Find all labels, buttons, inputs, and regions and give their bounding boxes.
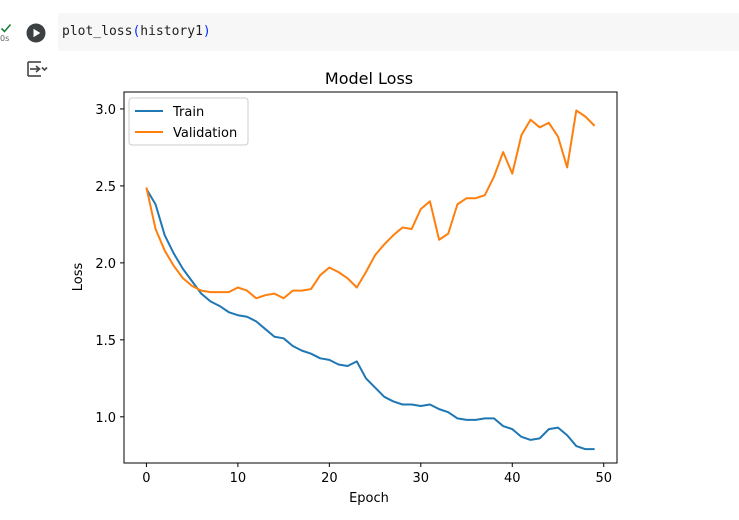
code-cell[interactable]: plot_loss(history1) — [58, 13, 739, 51]
code-line[interactable]: plot_loss(history1) — [62, 24, 211, 40]
code-argument: history1 — [140, 24, 203, 39]
y-tick-label: 3.0 — [95, 103, 116, 118]
code-open-paren: ( — [132, 24, 141, 39]
y-tick-label: 1.0 — [95, 411, 116, 426]
series-line-validation — [145, 109, 596, 300]
x-tick-label: 30 — [413, 471, 430, 486]
y-tick-label: 1.5 — [95, 334, 116, 349]
x-tick-label: 40 — [504, 471, 521, 486]
x-tick-label: 50 — [595, 471, 612, 486]
output-toggle-icon[interactable] — [25, 58, 49, 80]
x-axis: 0 10 20 30 40 50 — [142, 463, 612, 486]
x-axis-label: Epoch — [349, 491, 389, 506]
execution-time: 0s — [0, 34, 10, 43]
legend-label-validation: Validation — [173, 126, 237, 141]
chart-title: Model Loss — [325, 69, 413, 88]
x-tick-label: 10 — [230, 471, 247, 486]
y-tick-label: 2.5 — [95, 180, 116, 195]
legend-label-train: Train — [172, 105, 204, 120]
y-tick-label: 2.0 — [95, 257, 116, 272]
y-axis-label: Loss — [71, 263, 86, 292]
code-close-paren: ) — [202, 24, 211, 39]
play-icon[interactable] — [26, 23, 46, 43]
plot-area — [123, 91, 618, 464]
cell-gutter: 0s — [0, 0, 58, 516]
x-tick-label: 20 — [321, 471, 338, 486]
legend-box — [128, 97, 249, 146]
loss-chart: Model Loss 0 10 20 30 40 50 1.0 1.5 2.0 2.5 3.0 E… — [71, 69, 618, 506]
y-axis: 1.0 1.5 2.0 2.5 3.0 — [95, 103, 124, 426]
check-icon — [0, 23, 12, 33]
x-tick-label: 0 — [142, 471, 150, 486]
series-layer — [145, 109, 596, 451]
series-line-train — [145, 188, 595, 451]
chart-output: Model Loss 0 10 20 30 40 50 1.0 1.5 2.0 2.5 3.0 E… — [58, 62, 739, 516]
legend: Train Validation — [128, 97, 249, 146]
code-function-name: plot_loss — [62, 24, 133, 39]
